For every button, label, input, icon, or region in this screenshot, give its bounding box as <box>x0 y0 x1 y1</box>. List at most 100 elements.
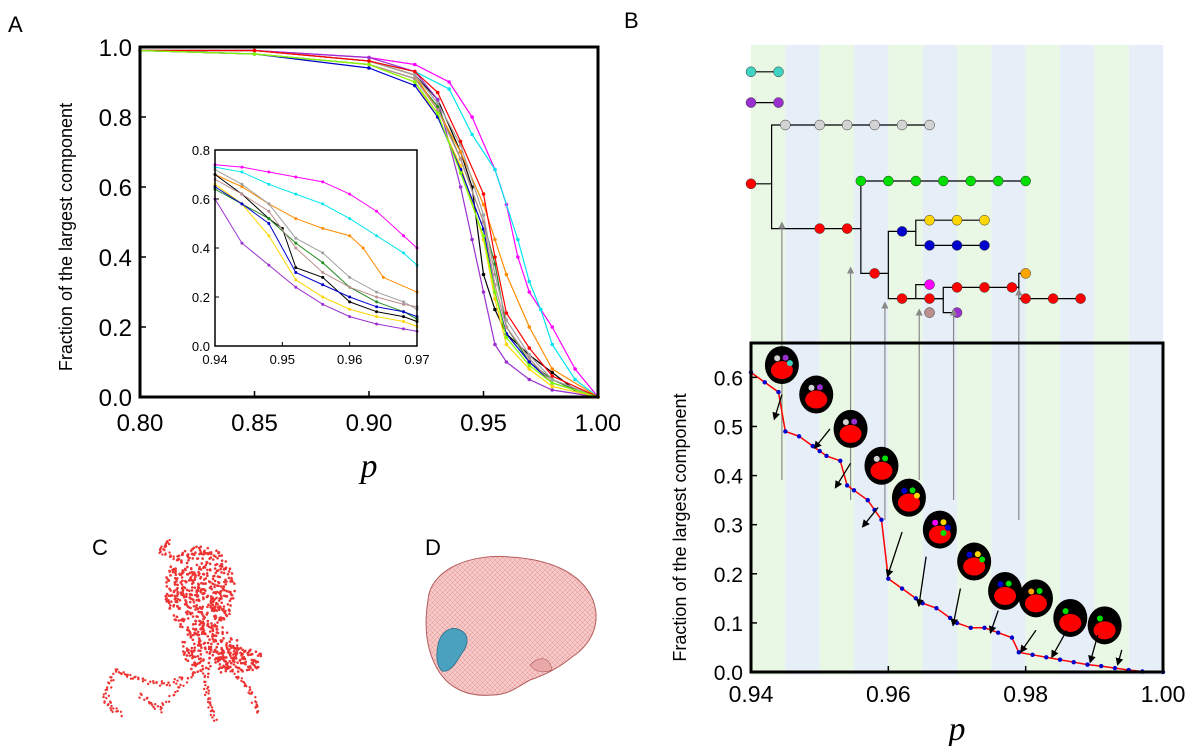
b-point-4 <box>796 434 802 439</box>
b-arrow-4 <box>885 531 903 578</box>
b-thumb-0 <box>764 346 799 385</box>
a-inset-point-9-1 <box>240 192 244 196</box>
b-tree-node-s6 <box>924 119 935 131</box>
b-point-2 <box>776 389 781 395</box>
a-inset-point-0-3 <box>294 175 298 179</box>
b-tree-node-r4 <box>896 293 908 304</box>
b-tree-edge-0 <box>751 124 786 185</box>
b-arrow-7 <box>988 610 999 634</box>
a-inset-point-4-4 <box>294 266 298 270</box>
b-point-19 <box>947 615 953 621</box>
b-thumb-spot-1-1 <box>816 384 823 391</box>
a-point-8-4 <box>435 101 440 105</box>
a-point-6-8 <box>504 342 509 347</box>
a-point-11-7 <box>493 290 497 294</box>
a-point-2-11 <box>573 377 577 382</box>
b-arrow-10 <box>1088 634 1099 664</box>
a-point-2-5 <box>470 132 474 137</box>
a-point-11-3 <box>413 80 417 84</box>
a-inset-point-8-5 <box>348 275 352 279</box>
b-xtick-label-3: 1.00 <box>1141 681 1186 707</box>
a-inset-point-0-6 <box>375 209 379 213</box>
b-point-8 <box>838 458 843 464</box>
a-inset-point-4-5 <box>321 275 325 279</box>
a-inset-point-2-3 <box>294 217 298 221</box>
b-thumb-main-9 <box>1059 613 1082 632</box>
b-tree-node-g3 <box>910 175 922 187</box>
a-inset-point-2-5 <box>348 234 352 238</box>
a-point-11-2 <box>367 62 371 67</box>
b-tree-node-g2 <box>883 175 894 187</box>
b-ytick-label-0: 0.0 <box>714 662 743 685</box>
b-tree-edge-11 <box>929 286 1012 300</box>
b-tree-node-r6 <box>951 282 963 293</box>
b-band-7 <box>991 45 1026 675</box>
a-inset-point-8-6 <box>375 290 379 294</box>
a-inset-point-7-6 <box>375 305 379 309</box>
a-point-6-7 <box>493 297 497 301</box>
a-point-2-6 <box>493 167 497 172</box>
a-inset-point-9-6 <box>375 295 379 299</box>
a-inset-point-2-4 <box>321 226 325 230</box>
a-point-1-4 <box>447 80 451 84</box>
a-inset-ytick-label-2: 0.4 <box>192 241 210 256</box>
b-point-18 <box>934 605 939 611</box>
a-point-2-10 <box>550 342 554 347</box>
b-thumb-main-6 <box>963 557 986 576</box>
a-point-2-8 <box>527 279 532 284</box>
a-ytick-label-5: 1.0 <box>99 35 132 62</box>
a-inset-point-3-6 <box>375 322 379 326</box>
b-point-3 <box>783 429 788 434</box>
b-tree-node-bl4 <box>979 240 990 251</box>
b-point-1 <box>762 380 767 385</box>
a-point-0-11 <box>550 370 554 375</box>
b-arrow-9 <box>1051 629 1068 659</box>
c-points <box>102 538 263 722</box>
a-inset-ytick-label-4: 0.8 <box>192 143 210 158</box>
b-thumb-main-10 <box>1093 621 1116 640</box>
a-inset-point-7-5 <box>348 295 352 299</box>
a-inset-point-4-8 <box>402 315 406 319</box>
a-point-9-4 <box>435 108 440 112</box>
b-tree-node-bl3 <box>951 240 963 251</box>
a-inset-point-1-4 <box>321 202 325 206</box>
a-point-11-10 <box>550 381 554 385</box>
a-point-10-3 <box>413 69 417 74</box>
b-thumb-main-5 <box>928 525 951 544</box>
b-point-32 <box>1112 665 1118 671</box>
a-inset-point-6-3 <box>294 278 298 282</box>
a-inset-point-9-4 <box>321 271 325 274</box>
b-tree-node-s5 <box>896 119 908 131</box>
b-thumb-spot-2-1 <box>851 418 858 425</box>
a-point-8-9 <box>527 353 532 357</box>
a-point-1-11 <box>573 367 577 371</box>
b-tree-node-c1 <box>745 66 757 78</box>
a-inset-point-0-4 <box>321 180 325 184</box>
b-arrow-1 <box>813 428 831 450</box>
a-ytick-label-0: 0.0 <box>99 385 132 412</box>
b-band-4 <box>888 45 923 675</box>
a-xtick-label-0: 0.80 <box>117 410 164 437</box>
panel-a-chart: 0.80 0.85 0.90 0.95 1.00 0.0 0.2 0.4 0.6 0.8 1.0 Fr… <box>56 35 620 485</box>
b-ytick-label-1: 0.1 <box>714 613 743 636</box>
a-inset-point-7-7 <box>402 310 406 314</box>
b-arrow-11 <box>1115 649 1124 666</box>
a-inset-point-3-7 <box>402 327 406 331</box>
b-tree-node-g4 <box>938 175 949 187</box>
b-point-7 <box>824 453 829 459</box>
b-tree-node-g1 <box>855 175 867 187</box>
b-thumb-main-3 <box>870 461 893 480</box>
b-thumb-6 <box>957 542 992 581</box>
a-point-5-7 <box>493 237 497 242</box>
a-inset-point-8-3 <box>294 236 298 240</box>
b-tree-node-r5 <box>924 293 935 304</box>
a-point-2-9 <box>538 307 543 312</box>
a-inset-point-3-4 <box>321 302 325 306</box>
b-tree-node-bl1 <box>896 226 908 237</box>
b-point-11 <box>865 497 870 503</box>
b-tree-node-c2 <box>773 66 784 78</box>
a-inset-point-8-2 <box>267 202 271 206</box>
a-inset-point-1-7 <box>402 251 406 255</box>
a-inset-point-2-1 <box>240 185 244 189</box>
